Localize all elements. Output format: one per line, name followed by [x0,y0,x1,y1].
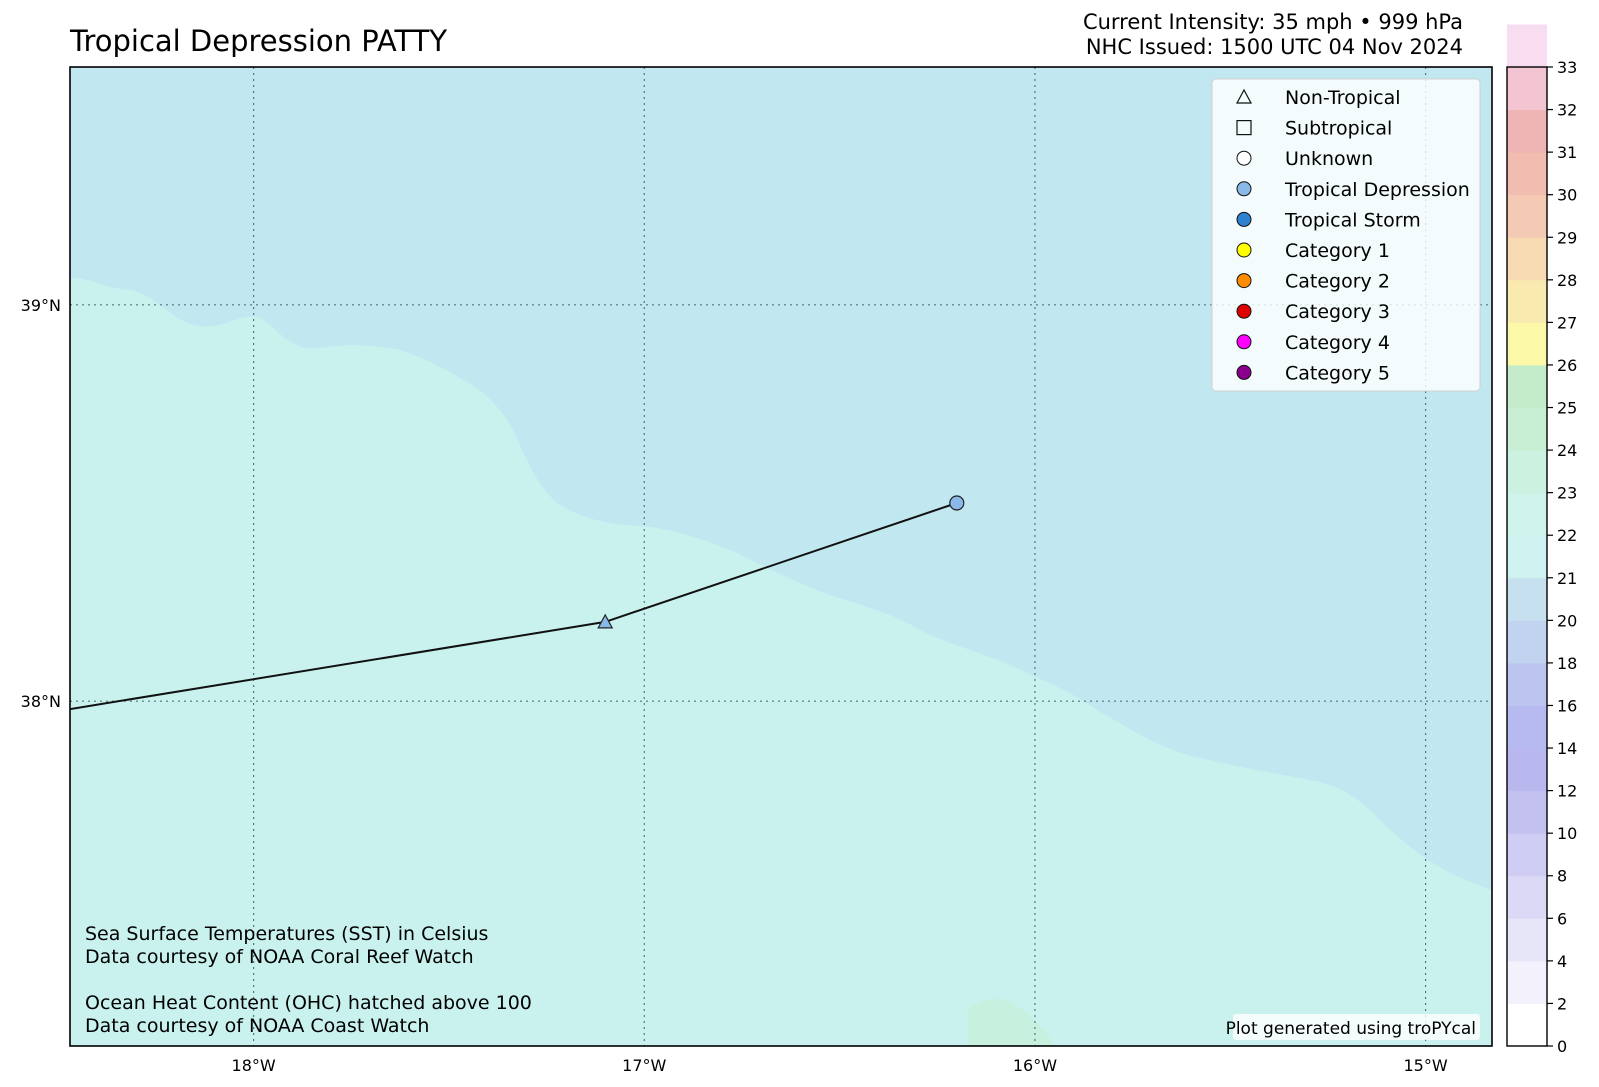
colorbar-band [1507,450,1547,494]
legend-marker-tropical-storm [1236,211,1252,227]
colorbar-band [1507,662,1547,706]
legend-label-category-4: Category 4 [1285,332,1390,354]
legend-label-category-1: Category 1 [1285,240,1390,262]
colorbar-band [1507,194,1547,238]
colorbar-band [1507,492,1547,536]
legend-marker-non-tropical [1235,88,1253,104]
ohc-note: Ocean Heat Content (OHC) hatched above 1… [85,992,532,1014]
lat-tick-label: 39°N [21,296,61,315]
colorbar-tick-label: 24 [1557,441,1577,460]
legend-marker-subtropical [1236,119,1252,136]
colorbar-tick-label: 33 [1557,58,1577,77]
colorbar-tick-label: 2 [1557,994,1567,1013]
colorbar-tick-label: 0 [1557,1037,1567,1056]
legend-marker-category-5 [1236,364,1252,380]
credit-box [1233,1014,1480,1040]
colorbar-tick-label: 8 [1557,867,1567,886]
colorbar-tick-label: 23 [1557,484,1577,503]
legend-marker-category-3 [1236,303,1252,319]
lon-tick-label: 17°W [622,1056,666,1075]
legend: Non-Tropical Subtropical Unknown Tropical D… [1211,78,1481,392]
colorbar-frame [1506,66,1548,1047]
legend-label-non-tropical: Non-Tropical [1285,87,1401,109]
colorbar-band [1507,705,1547,749]
colorbar-band [1507,364,1547,409]
sst-note: Sea Surface Temperatures (SST) in Celsiu… [85,923,488,945]
sst-green-patch [968,998,1055,1046]
colorbar-tick-label: 32 [1557,101,1577,120]
colorbar-band [1507,322,1547,366]
colorbar-band [1507,1003,1547,1047]
map-frame [69,66,1493,1047]
colorbar-band [1507,407,1547,451]
colorbar-band [1507,109,1547,153]
colorbar-tick-label: 31 [1557,143,1577,162]
colorbar-tick-label: 12 [1557,782,1577,801]
colorbar-tick-label: 16 [1557,696,1577,715]
colorbar-band [1507,152,1547,196]
track-point-tropical-depression [949,495,965,511]
legend-marker-category-4 [1236,334,1252,350]
lon-tick-label: 16°W [1013,1056,1057,1075]
colorbar-band [1507,620,1547,664]
legend-label-tropical-storm: Tropical Storm [1284,209,1421,231]
colorbar-tick-label: 6 [1557,909,1567,928]
colorbar-tick-label: 28 [1557,271,1577,290]
legend-marker-unknown [1236,150,1252,166]
colorbar-tick-label: 29 [1557,228,1577,247]
colorbar-band [1507,67,1547,111]
colorbar-band [1507,24,1547,68]
colorbar-tick-label: 14 [1557,739,1577,758]
colorbar-tick-label: 30 [1557,186,1577,205]
sst-colorbar: 0246810121416182021222324252627282930313… [1506,24,1577,1056]
colorbar-tick-label: 10 [1557,824,1577,843]
colorbar-tick-label: 21 [1557,569,1577,588]
colorbar-tick-label: 18 [1557,654,1577,673]
legend-box [1211,78,1481,392]
lat-tick-label: 38°N [21,692,61,711]
legend-label-subtropical: Subtropical [1285,118,1392,140]
legend-marker-category-1 [1236,242,1252,258]
nhc-issued: NHC Issued: 1500 UTC 04 Nov 2024 [1085,35,1463,59]
lon-tick-label: 15°W [1403,1056,1447,1075]
legend-label-tropical-depression: Tropical Depression [1284,179,1470,201]
colorbar-tick-label: 27 [1557,313,1577,332]
legend-label-category-3: Category 3 [1285,301,1390,323]
ohc-source: Data courtesy of NOAA Coast Watch [85,1015,429,1037]
colorbar-band [1507,577,1547,621]
legend-label-category-2: Category 2 [1285,271,1390,293]
colorbar-band [1507,535,1547,579]
colorbar-tick-label: 26 [1557,356,1577,375]
colorbar-band [1507,748,1547,792]
current-intensity: Current Intensity: 35 mph • 999 hPa [1082,10,1463,34]
credit-text: Plot generated using troPYcal [1226,1019,1476,1039]
legend-label-category-5: Category 5 [1285,362,1390,384]
colorbar-tick-label: 22 [1557,526,1577,545]
legend-marker-tropical-depression [1236,181,1252,197]
colorbar-tick-label: 4 [1557,952,1567,971]
colorbar-tick-label: 20 [1557,611,1577,630]
colorbar-band [1507,875,1547,919]
colorbar-band [1507,918,1547,962]
colorbar-tick-label: 25 [1557,399,1577,418]
colorbar-band [1507,833,1547,877]
lon-tick-label: 18°W [232,1056,276,1075]
legend-label-unknown: Unknown [1285,148,1373,170]
map-title: Tropical Depression PATTY [70,24,448,58]
sst-warm-region [70,278,1492,1046]
colorbar-band [1507,960,1547,1004]
legend-marker-category-2 [1236,273,1252,289]
colorbar-band [1507,790,1547,834]
sst-source: Data courtesy of NOAA Coral Reef Watch [85,946,474,968]
colorbar-band [1507,237,1547,281]
colorbar-band [1507,279,1547,323]
track-point-non-tropical [597,613,614,629]
